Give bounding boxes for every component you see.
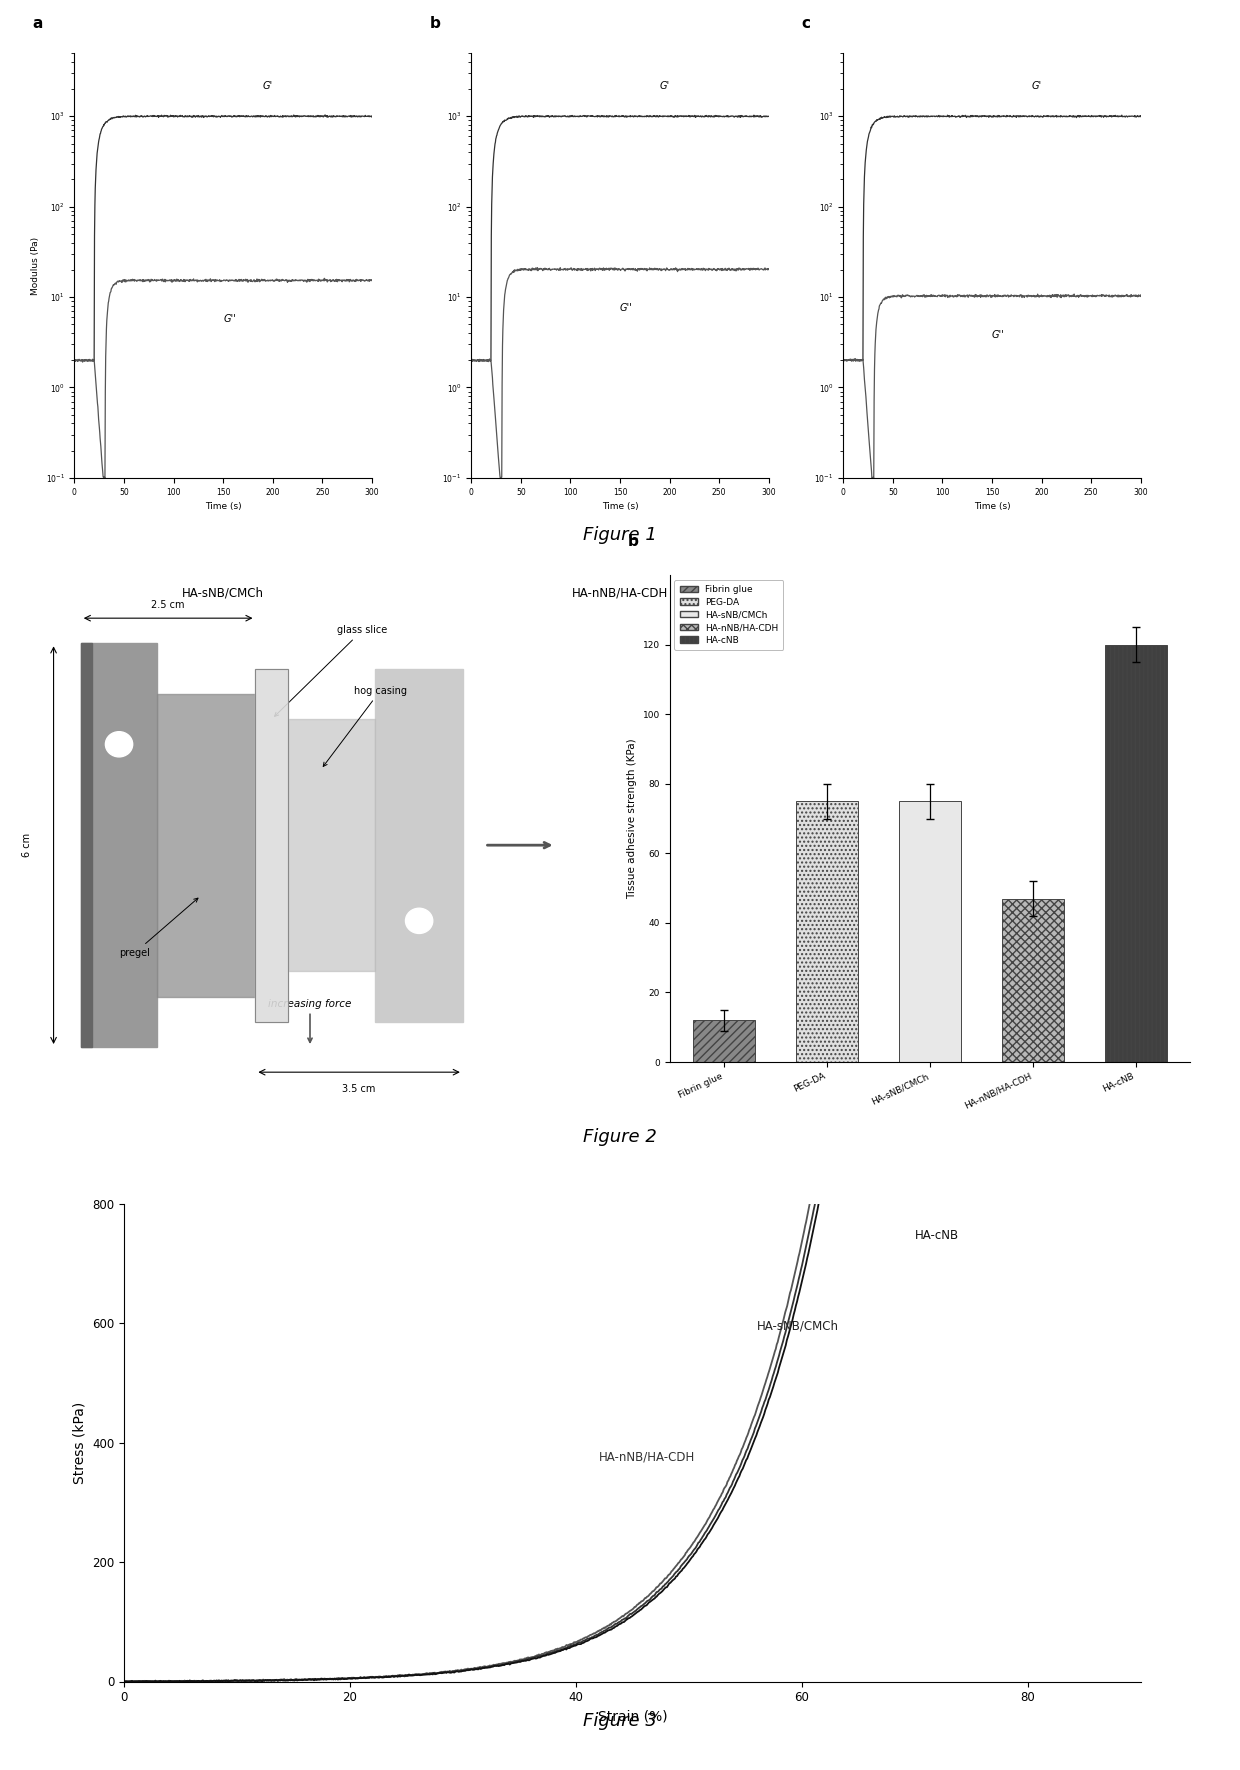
- Polygon shape: [157, 694, 255, 997]
- Text: increasing force: increasing force: [268, 998, 352, 1043]
- X-axis label: Strain (%): Strain (%): [598, 1710, 667, 1724]
- Y-axis label: Tissue adhesive strength (KPa): Tissue adhesive strength (KPa): [627, 738, 637, 899]
- Text: a: a: [32, 16, 43, 30]
- Text: G'': G'': [620, 303, 632, 313]
- Y-axis label: Stress (kPa): Stress (kPa): [72, 1402, 87, 1483]
- Circle shape: [105, 731, 133, 758]
- Text: b: b: [429, 16, 440, 30]
- Bar: [693, 1020, 755, 1062]
- Text: Figure 2: Figure 2: [583, 1127, 657, 1145]
- Bar: [899, 802, 961, 1062]
- Circle shape: [405, 908, 433, 933]
- Text: hog casing: hog casing: [324, 685, 407, 766]
- Text: pregel: pregel: [119, 897, 198, 958]
- Bar: [1002, 899, 1064, 1062]
- Text: 3.5 cm: 3.5 cm: [342, 1085, 376, 1094]
- Text: c: c: [801, 16, 811, 30]
- Text: HA-cNB: HA-cNB: [915, 1230, 959, 1243]
- Legend: Fibrin glue, PEG-DA, HA-sNB/CMCh, HA-nNB/HA-CDH, HA-cNB: Fibrin glue, PEG-DA, HA-sNB/CMCh, HA-nNB…: [675, 581, 784, 650]
- Polygon shape: [376, 669, 463, 1021]
- Polygon shape: [81, 643, 92, 1046]
- Text: Figure 3: Figure 3: [583, 1712, 657, 1729]
- X-axis label: Time (s): Time (s): [601, 503, 639, 512]
- Text: b: b: [627, 535, 639, 549]
- Text: HA-nNB/HA-CDH: HA-nNB/HA-CDH: [599, 1450, 694, 1464]
- Text: G': G': [660, 81, 670, 90]
- Polygon shape: [81, 643, 157, 1046]
- Polygon shape: [255, 669, 288, 1021]
- Bar: [1105, 644, 1167, 1062]
- Text: G': G': [1032, 81, 1042, 90]
- Text: 6 cm: 6 cm: [22, 834, 32, 857]
- Text: Figure 1: Figure 1: [583, 526, 657, 543]
- Text: HA-sNB/CMCh: HA-sNB/CMCh: [182, 588, 264, 600]
- X-axis label: Time (s): Time (s): [973, 503, 1011, 512]
- Polygon shape: [288, 719, 376, 972]
- X-axis label: Time (s): Time (s): [205, 503, 242, 512]
- Bar: [796, 802, 858, 1062]
- Text: G': G': [263, 81, 273, 90]
- Text: HA-nNB/HA-CDH: HA-nNB/HA-CDH: [572, 588, 668, 600]
- Text: 2.5 cm: 2.5 cm: [151, 600, 185, 611]
- Text: HA-sNB/CMCh: HA-sNB/CMCh: [756, 1319, 838, 1333]
- Text: HA-cNB: HA-cNB: [970, 588, 1014, 600]
- Text: G'': G'': [223, 315, 236, 324]
- Y-axis label: Modulus (Pa): Modulus (Pa): [31, 237, 40, 294]
- Text: G'': G'': [992, 331, 1004, 340]
- Text: glass slice: glass slice: [274, 625, 388, 717]
